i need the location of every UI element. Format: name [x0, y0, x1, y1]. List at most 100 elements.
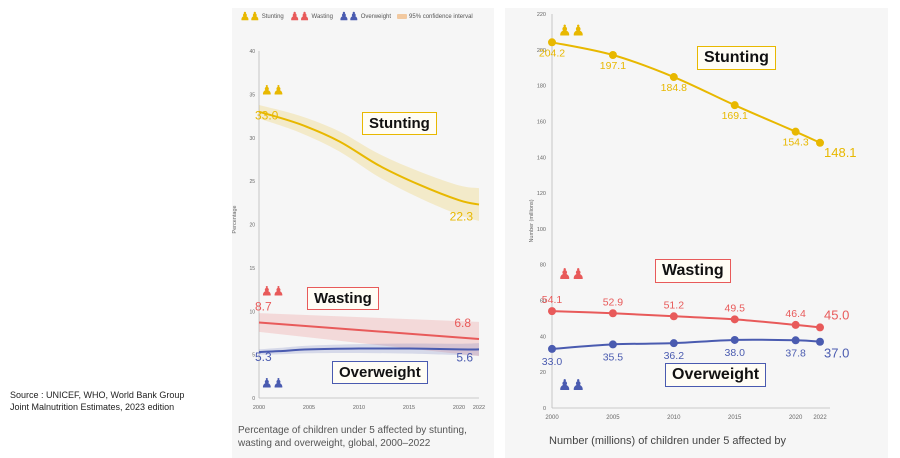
overweight-value-label: 33.0 [542, 356, 563, 368]
y-tick-label: 220 [537, 12, 546, 18]
wasting-ci-band [259, 313, 479, 357]
y-tick-label: 200 [537, 48, 546, 54]
y-tick-label: 10 [249, 309, 255, 315]
wasting-series-label: Wasting [655, 259, 731, 283]
wasting-children-icon: ♟♟ [558, 266, 585, 283]
stunting-value-label: 154.3 [782, 137, 808, 149]
overweight-children-icon: ♟♟ [558, 377, 585, 394]
y-tick-label: 60 [540, 299, 546, 305]
x-tick-label: 2000 [545, 415, 559, 421]
wasting-children-icon: ♟♟ [261, 284, 284, 299]
overweight-value-label: 37.8 [785, 347, 806, 359]
y-tick-label: 25 [249, 179, 255, 185]
stunting-children-icon: ♟♟ [240, 11, 260, 23]
y-tick-label: 5 [252, 353, 255, 359]
x-tick-label: 2005 [606, 415, 620, 421]
wasting-point [730, 315, 739, 324]
legend-ci: 95% confidence interval [397, 14, 473, 20]
chart-legend: ♟♟ Stunting ♟♟ Wasting ♟♟ Overweight 95%… [240, 10, 473, 23]
stunting-value-label: 184.8 [661, 82, 687, 94]
overweight-series-label: Overweight [665, 363, 767, 387]
y-tick-label: 140 [537, 155, 546, 161]
stunting-end-label: 22.3 [450, 210, 474, 224]
legend-ci-label: 95% confidence interval [409, 13, 473, 20]
stunting-point [730, 101, 739, 110]
overweight-point [669, 339, 678, 348]
overweight-point [608, 340, 617, 349]
wasting-point [669, 312, 678, 321]
y-tick-label: 0 [252, 396, 255, 402]
overweight-line [258, 347, 480, 354]
wasting-line [551, 310, 821, 329]
legend-stunting-label: Stunting [261, 13, 284, 20]
wasting-end-label: 6.8 [454, 316, 471, 330]
stunting-value-label: 204.2 [539, 47, 565, 59]
x-tick-label: 2015 [403, 405, 415, 411]
stunting-ci-band [259, 104, 479, 221]
y-tick-label: 35 [249, 92, 255, 98]
ci-swatch [397, 14, 408, 19]
percentage-chart-panel: ♟♟ Stunting ♟♟ Wasting ♟♟ Overweight 95%… [232, 8, 494, 458]
stunting-point [816, 138, 824, 147]
stunting-start-label: 33.0 [255, 109, 279, 123]
y-tick-label: 160 [537, 119, 546, 125]
x-tick-label: 2020 [789, 415, 803, 421]
percentage-chart-caption: Percentage of children under 5 affected … [238, 424, 467, 450]
wasting-children-icon: ♟♟ [289, 11, 310, 23]
y-tick-label: 0 [543, 406, 546, 412]
stunting-point [548, 38, 556, 47]
caption-line-1: Percentage of children under 5 affected … [238, 425, 467, 436]
legend-wasting: ♟♟ Wasting [290, 10, 333, 23]
y-axis-label: Percentage [232, 205, 238, 233]
stunting-line [258, 110, 480, 206]
percentage-chart-svg: 0 5 10 15 20 25 30 35 40 2000 2005 2010 2015 2020 2022… [232, 49, 485, 411]
y-tick-label: 15 [249, 266, 255, 272]
y-tick-label: 30 [249, 136, 255, 142]
source-line-2: Joint Malnutrition Estimates, 2023 editi… [10, 402, 175, 412]
stunting-value-label: 169.1 [722, 110, 748, 122]
wasting-start-label: 8.7 [255, 300, 272, 314]
x-tick-label: 2020 [453, 405, 465, 411]
overweight-value-label: 35.5 [603, 351, 624, 363]
stunting-children-icon: ♟♟ [558, 22, 585, 39]
number-chart-caption: Number (millions) of children under 5 af… [549, 435, 787, 447]
source-note: Source : UNICEF, WHO, World Bank Group J… [10, 389, 184, 413]
source-line-1: Source : UNICEF, WHO, World Bank Group [10, 390, 185, 400]
x-tick-label: 2005 [303, 405, 315, 411]
overweight-end-label: 5.6 [456, 350, 473, 364]
overweight-value-label: 38.0 [725, 347, 746, 359]
x-tick-label: 2010 [667, 415, 681, 421]
caption-line-2: wasting and overweight, global, 2000–202… [238, 438, 431, 449]
overweight-children-icon: ♟♟ [261, 376, 284, 391]
wasting-value-label: 46.4 [785, 308, 806, 320]
wasting-point [816, 323, 824, 332]
overweight-point [791, 336, 800, 345]
wasting-line [258, 321, 480, 341]
legend-overweight-label: Overweight [360, 13, 392, 20]
wasting-value-label: 52.9 [603, 296, 624, 308]
overweight-series-label: Overweight [332, 361, 428, 384]
overweight-point [730, 335, 739, 344]
stunting-point [608, 51, 617, 60]
wasting-value-label: 45.0 [824, 307, 849, 322]
overweight-value-label: 36.2 [664, 350, 685, 362]
overweight-start-label: 5.3 [255, 350, 272, 364]
y-tick-label: 100 [537, 227, 546, 233]
x-tick-label: 2010 [353, 405, 365, 411]
overweight-children-icon: ♟♟ [338, 11, 359, 23]
wasting-point [608, 309, 617, 318]
number-chart-panel: 0 20 40 60 80 100 120 140 160 180 200 220 2000 2005 20… [505, 8, 888, 458]
stunting-value-label: 197.1 [600, 60, 626, 72]
y-tick-label: 80 [540, 263, 546, 269]
legend-wasting-label: Wasting [311, 13, 333, 20]
y-tick-label: 20 [540, 370, 546, 376]
stunting-value-label: 148.1 [824, 145, 857, 160]
stunting-children-icon: ♟♟ [261, 82, 284, 97]
wasting-series-label: Wasting [307, 287, 379, 310]
legend-overweight: ♟♟ Overweight [339, 10, 391, 23]
wasting-value-label: 49.5 [725, 302, 746, 314]
number-chart-svg: 0 20 40 60 80 100 120 140 160 180 200 220 2000 2005 20… [529, 12, 857, 421]
wasting-value-label: 51.2 [664, 299, 685, 311]
overweight-point [816, 337, 824, 346]
wasting-point [548, 307, 556, 316]
